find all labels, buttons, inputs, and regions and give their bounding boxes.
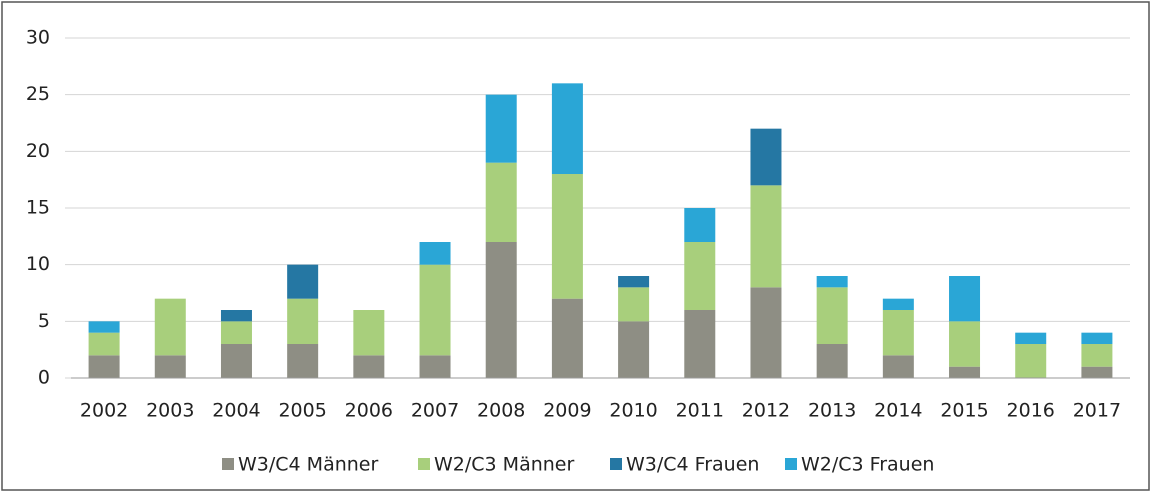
bar-segment [88,355,120,378]
bar-segment [220,310,252,322]
bar-segment [419,264,451,356]
bar-segment [750,185,782,288]
legend-swatch [418,458,430,470]
bar-segment [949,276,981,322]
bar-segment [353,310,385,356]
legend-label: W2/C3 Männer [434,454,574,476]
y-tick-label: 15 [26,197,50,219]
legend-label: W3/C4 Männer [238,454,378,476]
bar-segment [882,355,914,378]
legend-label: W3/C4 Frauen [626,454,759,476]
x-tick-label: 2013 [808,400,856,422]
bar-segment [1081,332,1113,344]
bar-segment [618,276,650,288]
x-tick-label: 2015 [940,400,988,422]
bar-segment [551,174,583,299]
bar-segment [551,83,583,174]
bar-segment [220,344,252,378]
bar-segment [949,366,981,378]
bar-segment [750,287,782,378]
bar-segment [287,344,319,378]
x-tick-label: 2007 [411,400,459,422]
bar-segment [1081,344,1113,367]
x-tick-label: 2008 [477,400,525,422]
x-tick-label: 2011 [676,400,724,422]
bar-segment [684,242,716,310]
x-tick-label: 2004 [212,400,260,422]
x-tick-label: 2002 [80,400,128,422]
bar-segment [287,298,319,344]
bar-segment [485,94,517,163]
bar-segment [485,162,517,242]
legend-swatch [222,458,234,470]
legend-swatch [610,458,622,470]
bar-segment [88,332,120,356]
bar-segment [684,310,716,378]
bar-segment [1015,332,1047,344]
y-tick-label: 20 [26,140,50,162]
bar-segment [618,321,650,378]
x-tick-label: 2003 [146,400,194,422]
bar-segment [816,287,848,344]
x-tick-label: 2014 [874,400,922,422]
bar-segment [1015,344,1047,378]
bar-segment [419,355,451,378]
legend-label: W2/C3 Frauen [801,454,934,476]
y-tick-label: 0 [38,367,50,389]
bar-segment [684,208,716,242]
bar-segment [485,242,517,378]
y-tick-label: 10 [26,253,50,275]
bar-segment [949,321,981,367]
bar-segment [551,298,583,378]
bar-segment [88,321,120,333]
bar-segment [154,355,186,378]
bar-segment [618,287,650,322]
bar-segment [353,355,385,378]
bar-segment [154,298,186,356]
x-tick-label: 2009 [543,400,591,422]
y-tick-label: 30 [26,27,50,49]
bar-segment [1081,366,1113,378]
bar-segment [220,321,252,344]
x-tick-label: 2010 [609,400,657,422]
x-tick-label: 2017 [1073,400,1121,422]
x-tick-label: 2016 [1007,400,1055,422]
bar-segment [750,128,782,186]
y-tick-label: 25 [26,83,50,105]
bar-segment [816,276,848,288]
bar-segment [419,242,451,265]
legend-swatch [785,458,797,470]
x-tick-label: 2006 [345,400,393,422]
x-tick-label: 2005 [278,400,326,422]
y-tick-label: 5 [38,310,50,332]
x-tick-label: 2012 [742,400,790,422]
bar-segment [816,344,848,378]
bar-segment [287,264,319,299]
bar-segment [882,310,914,356]
bar-segment [882,298,914,310]
